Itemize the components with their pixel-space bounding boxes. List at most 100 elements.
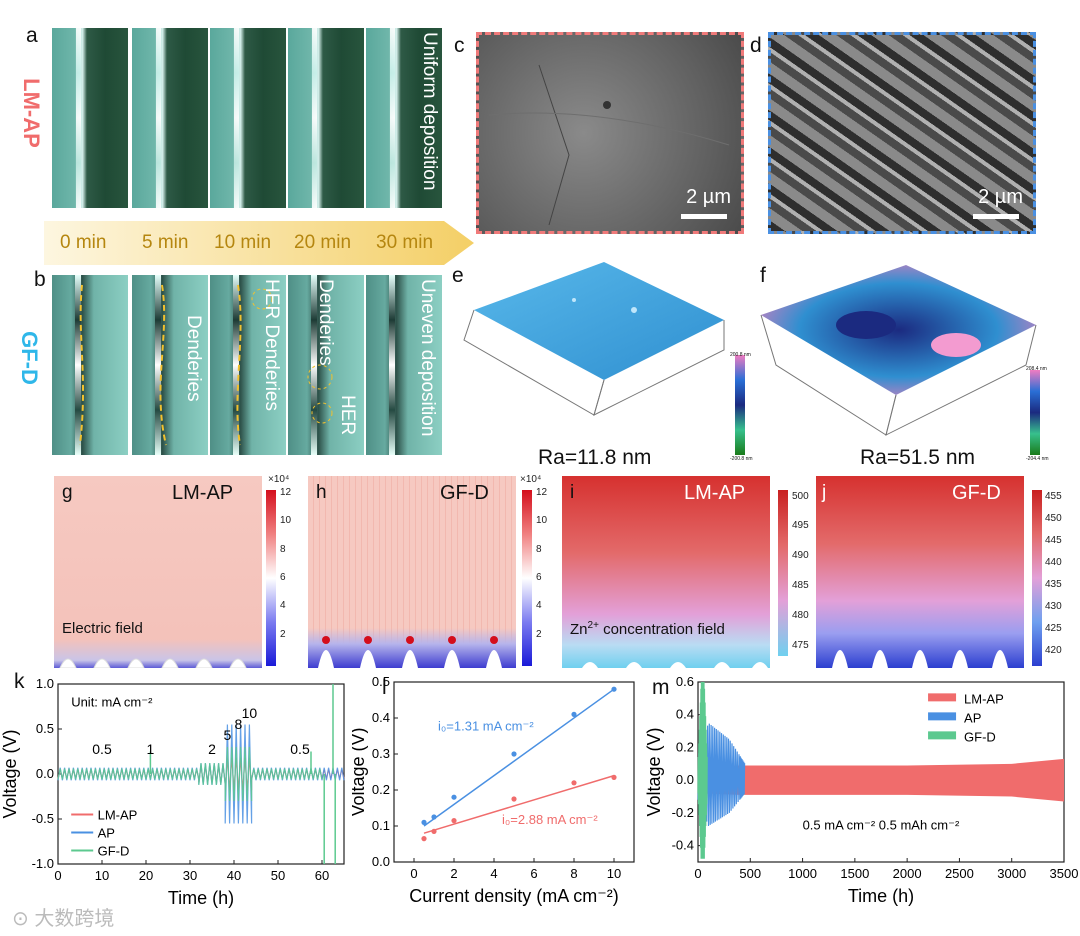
rate-label: 0.5 [290, 741, 310, 757]
row-label-gfd: GF-D [16, 331, 42, 385]
point-ap [571, 711, 577, 717]
i-tick-490: 490 [792, 550, 809, 561]
legend-swatch-gf-d [928, 731, 957, 740]
panel-label-m: m [652, 676, 670, 699]
h-tick-2: 2 [536, 629, 542, 640]
watermark: ⊙ 大数跨境 [12, 908, 115, 930]
denderies-text-2: Denderies [315, 279, 336, 366]
colorbar-i [778, 490, 788, 656]
point-lm-ap [451, 818, 457, 824]
scale-text-d: 2 µm [978, 186, 1023, 208]
afm-e-bot: -200.8 nm [730, 456, 753, 462]
panel-label-h: h [316, 482, 327, 503]
chart-m: 0 500 1000 1500 2000 2500 3000 3500 0.6 0.4 0.2 0.0… [644, 674, 1078, 906]
x-tick-label: 4 [490, 866, 497, 881]
y-tick-label: -0.2 [672, 805, 694, 820]
panel-label-b: b [34, 268, 46, 291]
j-tick-425: 425 [1045, 623, 1062, 634]
j-tick-455: 455 [1045, 491, 1062, 502]
j-title: GF-D [952, 482, 1001, 504]
time-label-30: 30 min [376, 232, 434, 253]
ra-f: Ra=51.5 nm [860, 446, 975, 469]
micrograph-a-30: Uniform deposition [366, 28, 442, 208]
x-tick-label: 3000 [997, 866, 1026, 881]
y-tick-label: 0.2 [372, 782, 390, 797]
y-tick-label: 0.1 [372, 818, 390, 833]
her-denderies-text: HER Denderies [261, 279, 282, 411]
time-label-10: 10 min [214, 232, 272, 253]
chart-l: 0 2 4 6 8 10 0.0 0.1 0.2 0.3 0.4 0.5 Current density… [352, 674, 635, 906]
panel-label-j: j [822, 482, 827, 503]
field-i [562, 476, 770, 668]
y-axis-label: Voltage (V) [352, 727, 368, 816]
legend-label-lm-ap: LM-AP [98, 808, 138, 823]
g-tick-8: 8 [280, 544, 286, 555]
x-axis-label: Current density (mA cm⁻²) [409, 886, 619, 906]
g-tick-4: 4 [280, 600, 286, 611]
x-tick-label: 40 [227, 868, 241, 883]
j-tick-440: 440 [1045, 557, 1062, 568]
plot-frame [393, 681, 635, 863]
g-tick-2: 2 [280, 629, 286, 640]
uniform-deposition-text: Uniform deposition [419, 32, 440, 191]
rate-label: 0.5 [92, 741, 112, 757]
micrograph-b-10: HER Denderies [210, 275, 286, 455]
g-tick-10: 10 [280, 515, 292, 526]
legend-label-ap: AP [964, 710, 981, 725]
chart-k: 0 10 20 30 40 50 60 1.0 0.5 0.0 -0.5 -1.0 Time (h) Vo… [0, 676, 345, 908]
field-j [816, 476, 1024, 668]
x-tick-label: 1500 [840, 866, 869, 881]
legend-label-gf-d: GF-D [98, 844, 130, 859]
i-tick-475: 475 [792, 640, 809, 651]
series-lm-ap [698, 758, 1064, 802]
afm-surface-f [760, 265, 1037, 436]
legend-label-lm-ap: LM-AP [964, 691, 1004, 706]
y-tick-label: 0.0 [372, 854, 390, 869]
y-tick-label: 0.3 [372, 746, 390, 761]
colorbar-h [522, 490, 532, 666]
point-lm-ap [421, 836, 427, 842]
scale-text-c: 2 µm [686, 186, 731, 208]
rate-label: 8 [235, 716, 243, 732]
y-tick-label: -1.0 [32, 856, 54, 871]
panel-label-f: f [760, 264, 766, 287]
point-ap [511, 751, 517, 757]
panel-label-g: g [62, 482, 73, 503]
h-tick-4: 4 [536, 600, 542, 611]
field-g [54, 476, 262, 668]
h-tick-8: 8 [536, 544, 542, 555]
y-tick-label: 0.4 [372, 710, 390, 725]
y-axis-label: Voltage (V) [644, 727, 664, 816]
uneven-deposition-text: Uneven deposition [417, 279, 438, 437]
legend-label-gf-d: GF-D [964, 729, 996, 744]
time-arrow [44, 221, 474, 265]
j-tick-435: 435 [1045, 579, 1062, 590]
y-tick-label: 0.0 [676, 772, 694, 787]
rate-label: 2 [208, 741, 216, 757]
afm-e-top: 200.8 nm [730, 352, 751, 358]
afm-f-top: 208.4 nm [1026, 366, 1047, 372]
x-tick-label: 2 [450, 866, 457, 881]
micrograph-b-5: Denderies [132, 275, 208, 455]
condition-annotation: 0.5 mA cm⁻² 0.5 mAh cm⁻² [803, 817, 960, 832]
legend-label-ap: AP [98, 826, 115, 841]
row-label-lmap: LM-AP [18, 78, 44, 148]
x-tick-label: 1000 [788, 866, 817, 881]
panel-label-e: e [452, 264, 464, 287]
point-ap [611, 686, 617, 692]
legend-swatch-ap [928, 712, 957, 721]
x-tick-label: 30 [183, 868, 197, 883]
afm-f-bot: -204.4 nm [1026, 456, 1049, 462]
j-tick-445: 445 [1045, 535, 1062, 546]
j-tick-420: 420 [1045, 645, 1062, 656]
i-tick-500: 500 [792, 491, 809, 502]
micrograph-b-0 [52, 275, 128, 455]
h-tick-12: 12 [536, 487, 548, 498]
fit-line-ap [423, 688, 615, 827]
point-ap [451, 794, 457, 800]
micrograph-b-30: Uneven deposition [366, 275, 442, 455]
y-tick-label: -0.5 [32, 811, 54, 826]
x-tick-label: 6 [530, 866, 537, 881]
series-gf-d [697, 681, 708, 859]
x-tick-label: 0 [694, 866, 701, 881]
